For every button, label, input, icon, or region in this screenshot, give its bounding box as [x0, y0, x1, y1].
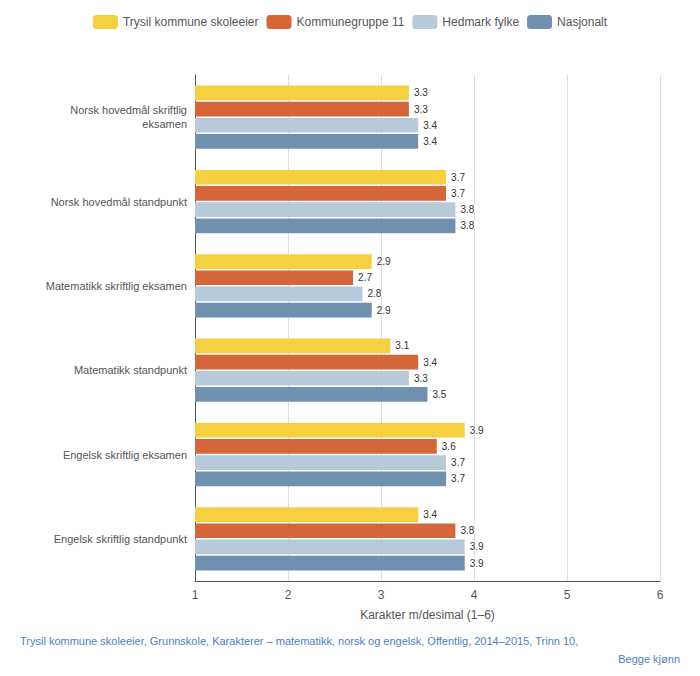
svg-text:4: 4 [471, 588, 478, 602]
svg-text:3.1: 3.1 [395, 340, 409, 351]
svg-text:2.9: 2.9 [377, 256, 391, 267]
svg-text:Matematikk skriftlig eksamen: Matematikk skriftlig eksamen [46, 280, 187, 292]
svg-text:Engelsk skriftlig standpunkt: Engelsk skriftlig standpunkt [54, 533, 187, 545]
svg-text:3: 3 [378, 588, 385, 602]
svg-text:3.8: 3.8 [460, 204, 474, 215]
svg-text:3.8: 3.8 [460, 525, 474, 536]
svg-text:3.3: 3.3 [414, 87, 428, 98]
svg-text:3.4: 3.4 [423, 357, 437, 368]
svg-text:3.5: 3.5 [433, 389, 447, 400]
svg-text:3.7: 3.7 [451, 188, 465, 199]
svg-text:3.7: 3.7 [451, 473, 465, 484]
svg-text:Begge kjønn: Begge kjønn [618, 653, 680, 665]
svg-text:eksamen: eksamen [142, 118, 187, 130]
svg-text:Norsk hovedmål standpunkt: Norsk hovedmål standpunkt [51, 196, 187, 208]
svg-text:Engelsk skriftlig eksamen: Engelsk skriftlig eksamen [63, 449, 187, 461]
svg-text:Kommunegruppe 11: Kommunegruppe 11 [297, 15, 405, 29]
svg-text:3.3: 3.3 [414, 104, 428, 115]
svg-text:2.9: 2.9 [377, 305, 391, 316]
svg-text:Karakter m/desimal (1–6): Karakter m/desimal (1–6) [360, 608, 495, 622]
svg-text:Trysil kommune skoleeier, Grun: Trysil kommune skoleeier, Grunnskole, Ka… [20, 635, 578, 647]
svg-text:3.8: 3.8 [460, 220, 474, 231]
svg-text:1: 1 [192, 588, 199, 602]
svg-text:3.9: 3.9 [470, 541, 484, 552]
svg-text:3.6: 3.6 [442, 441, 456, 452]
svg-text:2.8: 2.8 [367, 288, 381, 299]
svg-text:Nasjonalt: Nasjonalt [557, 15, 608, 29]
svg-text:2.7: 2.7 [358, 272, 372, 283]
svg-text:3.9: 3.9 [470, 558, 484, 569]
svg-text:5: 5 [564, 588, 571, 602]
svg-text:3.4: 3.4 [423, 509, 437, 520]
svg-text:2: 2 [285, 588, 292, 602]
svg-text:3.9: 3.9 [470, 425, 484, 436]
svg-text:3.3: 3.3 [414, 373, 428, 384]
svg-text:Norsk hovedmål skriftlig: Norsk hovedmål skriftlig [70, 104, 187, 116]
svg-text:Matematikk standpunkt: Matematikk standpunkt [74, 364, 187, 376]
svg-text:Hedmark fylke: Hedmark fylke [442, 15, 519, 29]
svg-text:6: 6 [657, 588, 664, 602]
svg-text:Trysil kommune skoleeier: Trysil kommune skoleeier [123, 15, 259, 29]
svg-text:3.7: 3.7 [451, 457, 465, 468]
svg-text:3.4: 3.4 [423, 136, 437, 147]
svg-text:3.4: 3.4 [423, 120, 437, 131]
svg-text:3.7: 3.7 [451, 172, 465, 183]
